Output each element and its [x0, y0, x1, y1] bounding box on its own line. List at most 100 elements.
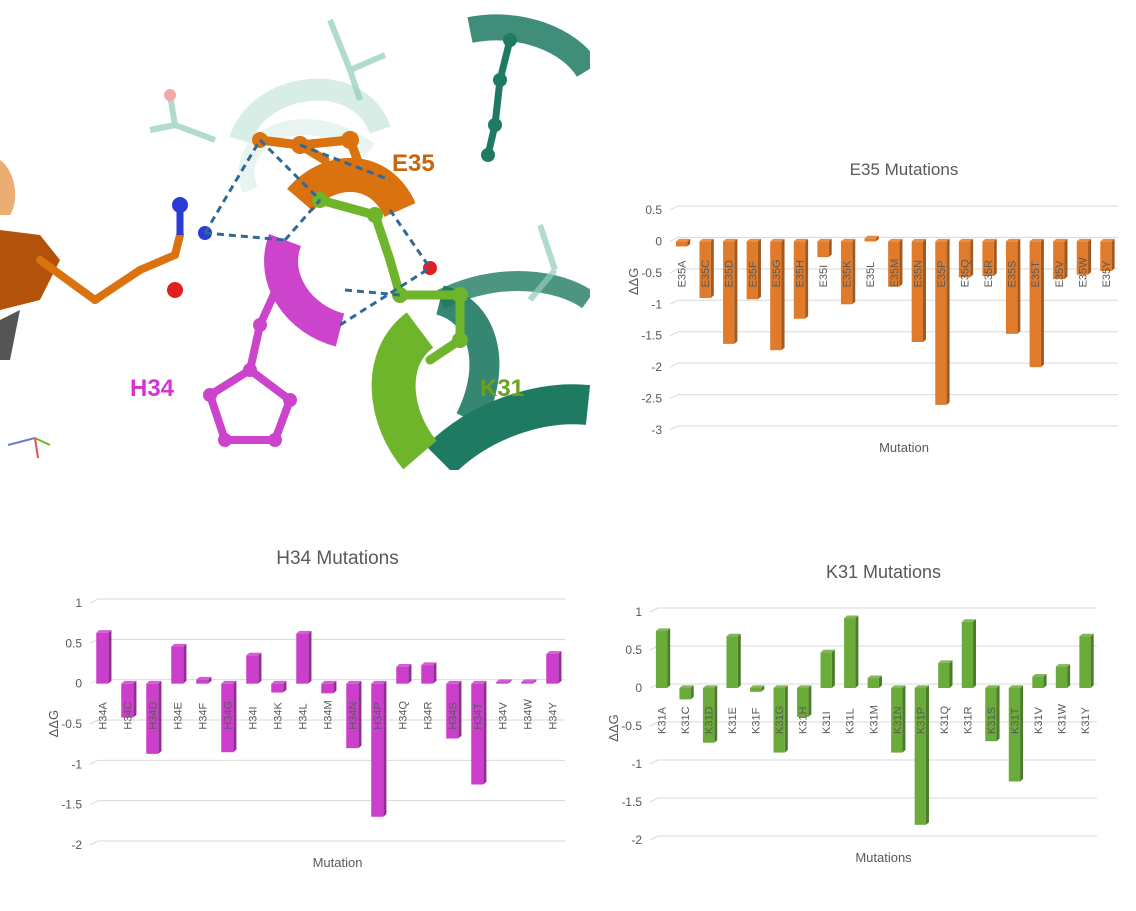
bar-K31V — [1032, 674, 1047, 688]
bar-front — [655, 631, 668, 688]
bar-E35W — [1076, 238, 1092, 275]
gridline-diagonal — [89, 759, 99, 765]
bar-top — [935, 238, 950, 242]
bar-K31I — [820, 649, 835, 688]
x-tick-label: H34R — [422, 701, 434, 729]
bar-E35F — [746, 238, 761, 300]
x-tick-label: E35I — [818, 265, 830, 288]
bar-front — [958, 241, 971, 278]
bar-E35Q — [958, 238, 974, 278]
bar-front — [221, 683, 234, 753]
bar-side — [133, 680, 137, 718]
bar-front — [773, 688, 785, 753]
bar-side — [757, 238, 761, 300]
bar-top — [1032, 674, 1047, 677]
molecular-structure-image: E35 H34 K31 — [0, 0, 590, 470]
bar-side — [233, 680, 237, 753]
bar-side — [761, 685, 765, 692]
h34-label: H34 — [130, 375, 175, 402]
bar-E35I — [817, 238, 832, 258]
bar-side — [108, 630, 112, 684]
bar-side — [1088, 238, 1092, 275]
x-tick-label: E35Y — [1101, 260, 1113, 288]
bar-top — [371, 680, 387, 684]
bar-top — [221, 680, 237, 684]
bar-K31S — [985, 685, 1000, 742]
bar-E35P — [935, 238, 950, 405]
x-tick-label: K31G — [774, 706, 786, 734]
bar-side — [781, 238, 785, 351]
bar-H34Y — [546, 651, 562, 684]
bar-H34K — [271, 680, 287, 693]
bar-front — [961, 621, 974, 688]
bar-side — [993, 238, 997, 276]
bar-side — [1111, 238, 1115, 271]
bar-side — [878, 675, 882, 688]
bar-front — [471, 683, 484, 785]
x-tick-label: H34T — [472, 702, 484, 729]
bar-side — [667, 628, 671, 688]
y-tick-label: -0.5 — [641, 266, 662, 280]
gridline-diagonal — [649, 797, 659, 803]
bar-side — [383, 680, 387, 817]
bar-E35A — [675, 238, 691, 247]
bar-top — [817, 238, 832, 242]
bar-side — [1017, 238, 1021, 334]
x-tick-label: K31Q — [939, 705, 951, 734]
bar-K31Q — [938, 660, 953, 688]
bar-side — [687, 238, 691, 247]
bar-side — [996, 685, 1000, 742]
bar-front — [985, 688, 997, 742]
bar-front — [1055, 666, 1068, 688]
gridline-diagonal — [649, 835, 659, 841]
bar-front — [371, 683, 384, 817]
bar-side — [1064, 238, 1068, 280]
bar-top — [1079, 633, 1094, 637]
bar-top — [820, 649, 835, 653]
bar-top — [246, 652, 262, 656]
bar-E35L — [864, 235, 879, 242]
bar-front — [793, 241, 806, 319]
bar-front — [1100, 241, 1112, 271]
bar-top — [521, 679, 537, 683]
bar-side — [852, 238, 856, 305]
gridline-diagonal — [669, 236, 679, 242]
gridline-diagonal — [669, 362, 679, 368]
h34-y-axis-label: ΔΔG — [46, 710, 61, 737]
x-tick-label: K31R — [962, 706, 974, 734]
bar-front — [840, 241, 853, 305]
bar-side — [710, 238, 714, 298]
bar-front — [446, 683, 459, 739]
bar-K31L — [844, 615, 859, 688]
bar-top — [840, 238, 856, 242]
bar-side — [949, 660, 953, 688]
y-tick-label: 0 — [655, 234, 662, 248]
y-tick-label: -2.5 — [641, 392, 662, 406]
bar-front — [817, 241, 829, 258]
bar-E35C — [699, 238, 714, 298]
bar-H34S — [446, 680, 462, 739]
x-tick-label: H34K — [272, 701, 284, 729]
bar-front — [914, 688, 926, 825]
bar-top — [911, 238, 927, 242]
gridline-diagonal — [89, 800, 99, 806]
bar-E35Y — [1100, 238, 1115, 271]
bar-H34E — [171, 643, 187, 684]
bar-top — [396, 663, 412, 667]
bar-front — [726, 636, 738, 688]
k31-chart-title: K31 Mutations — [826, 562, 941, 582]
bar-top — [914, 685, 929, 688]
bar-front — [891, 688, 903, 753]
bar-H34G — [221, 680, 237, 753]
bar-front — [820, 652, 832, 688]
bar-front — [546, 653, 559, 684]
gridline-diagonal — [89, 598, 99, 604]
bar-E35D — [723, 238, 738, 344]
bar-front — [96, 632, 109, 684]
x-tick-label: E35T — [1030, 261, 1042, 288]
x-tick-label: E35V — [1054, 260, 1066, 288]
bar-side — [855, 615, 859, 688]
bar-front — [196, 679, 209, 684]
bar-H34Q — [396, 663, 412, 684]
bar-front — [867, 678, 879, 688]
